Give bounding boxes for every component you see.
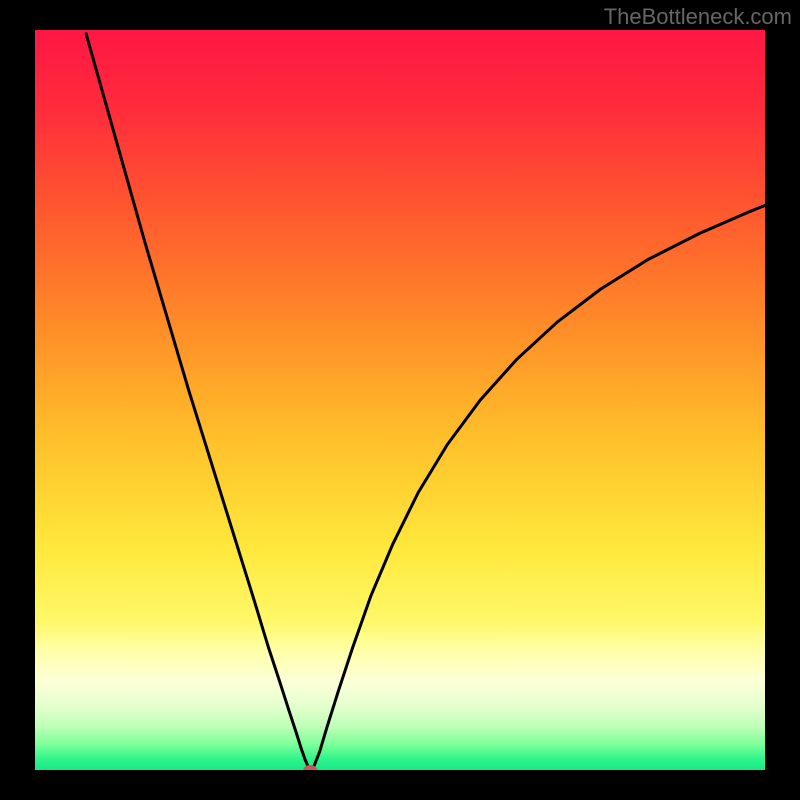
chart-svg [35,30,765,770]
attribution-label: TheBottleneck.com [604,4,792,30]
plot-area [35,30,765,770]
chart-container: TheBottleneck.com [0,0,800,800]
gradient-background [35,30,765,770]
